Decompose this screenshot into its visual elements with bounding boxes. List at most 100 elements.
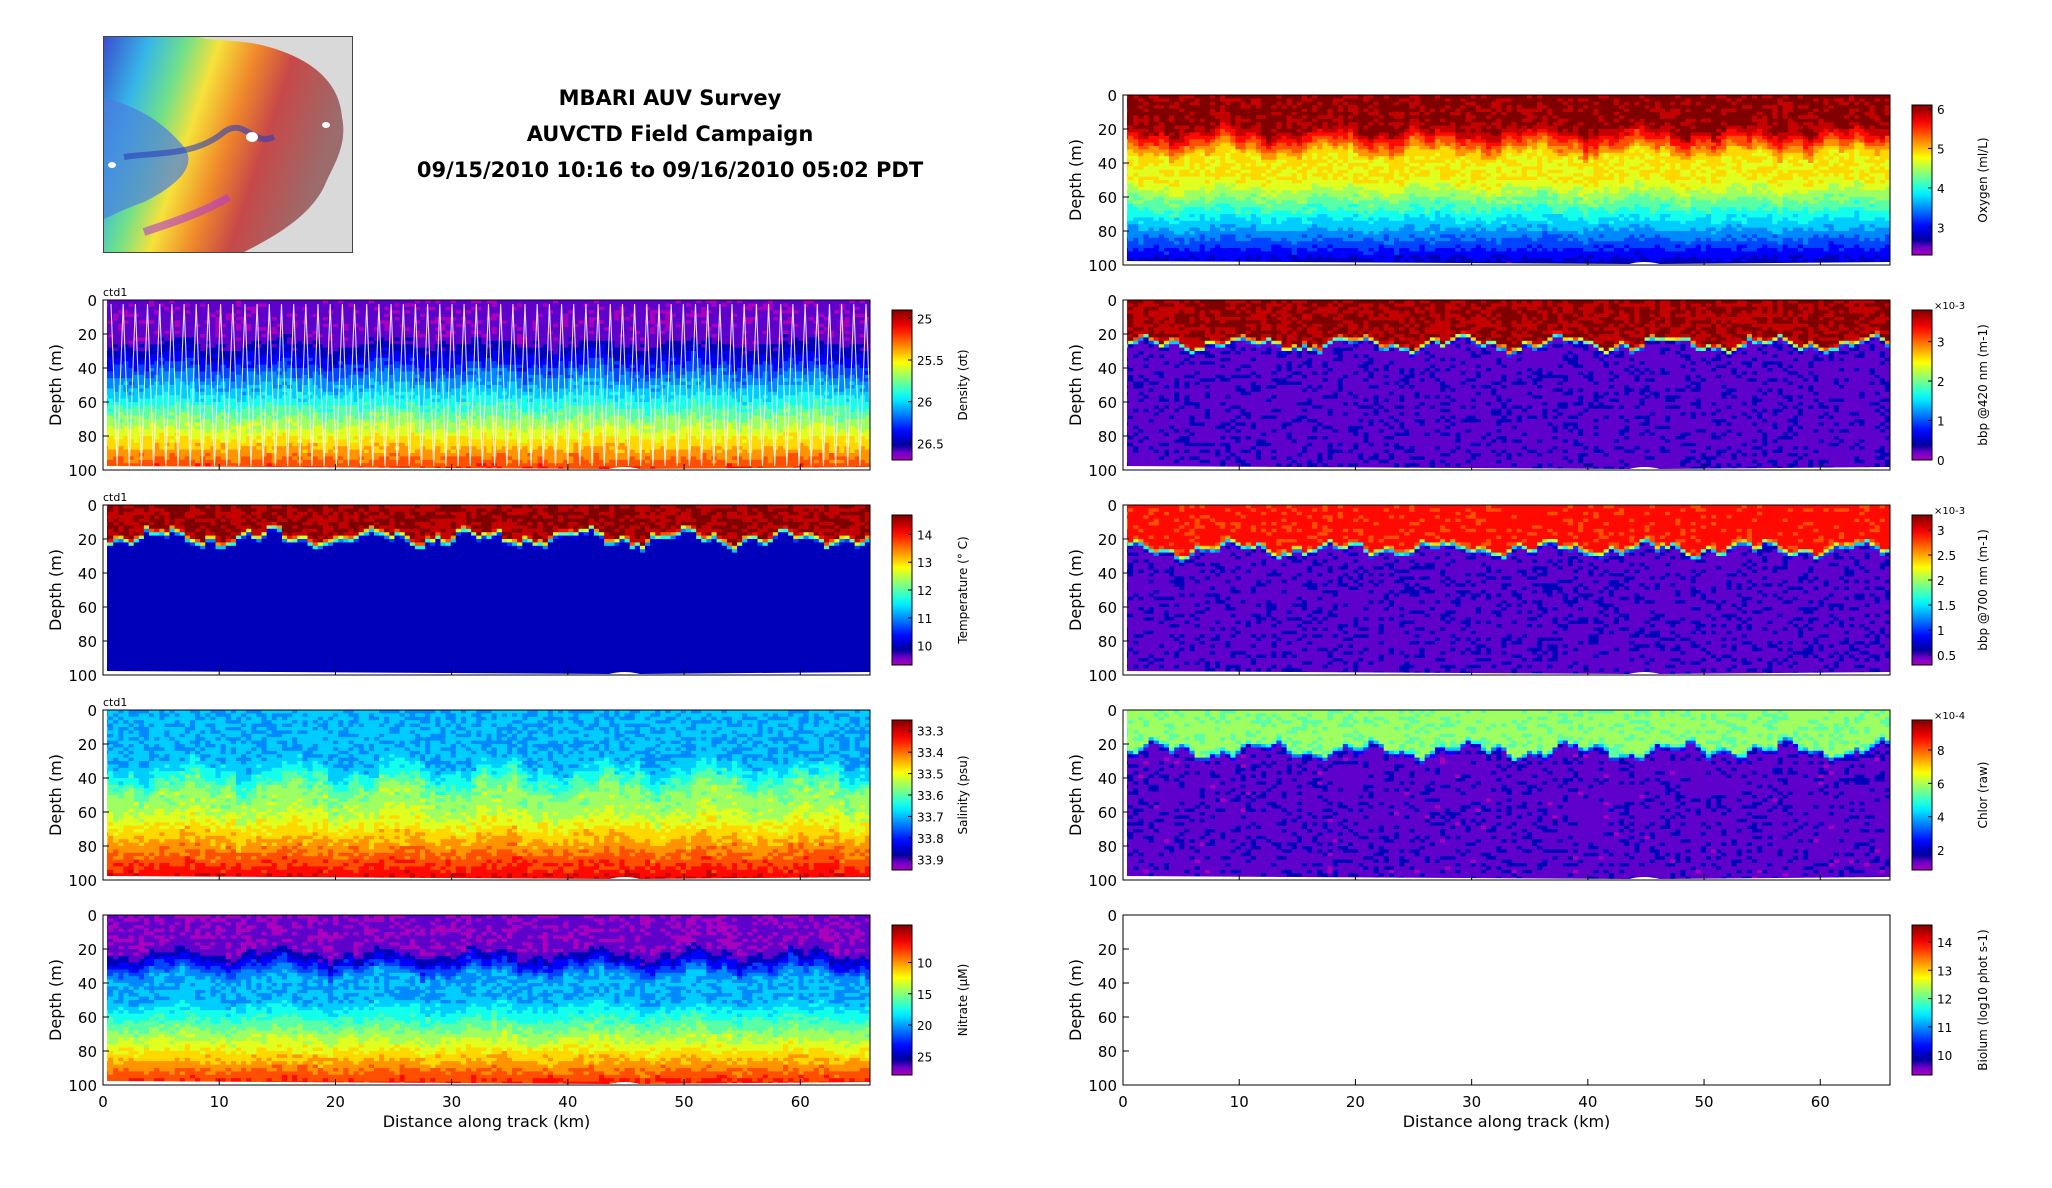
y-axis-label: Depth (m) xyxy=(46,959,65,1041)
y-tick-label: 20 xyxy=(78,531,97,549)
colorbar-tick-label: 33.5 xyxy=(917,768,944,782)
colorbar-tick-label: 33.7 xyxy=(917,810,944,824)
colorbar-label: Temperature (° C) xyxy=(956,536,970,644)
colorbar-tick-label: 14 xyxy=(917,528,932,542)
y-tick-label: 40 xyxy=(1098,565,1117,583)
colorbar-tick-label: 26 xyxy=(917,396,932,410)
y-tick-label: 80 xyxy=(78,838,97,856)
y-tick-label: 60 xyxy=(1098,394,1117,412)
y-tick-label: 40 xyxy=(1098,975,1117,993)
colorbar-tick-label: 10 xyxy=(917,640,932,654)
colorbar-tick-label: 4 xyxy=(1937,811,1945,825)
field-temperature xyxy=(103,505,871,676)
y-axis-label: Depth (m) xyxy=(1066,754,1085,836)
colorbar-tick-label: 5 xyxy=(1937,142,1945,156)
colorbar-tick-label: 1 xyxy=(1937,415,1945,429)
y-tick-label: 40 xyxy=(1098,155,1117,173)
colorbar-scale-label: ×10-3 xyxy=(1934,506,1965,517)
y-tick-label: 60 xyxy=(1098,1009,1117,1027)
y-tick-label: 40 xyxy=(1098,770,1117,788)
y-tick-label: 0 xyxy=(1107,907,1117,925)
y-tick-label: 20 xyxy=(1098,531,1117,549)
x-axis-label: Distance along track (km) xyxy=(1403,1112,1611,1131)
colorbar-label: Biolum (log10 phot s-1) xyxy=(1976,929,1990,1070)
left-edge-mask xyxy=(103,300,107,470)
y-tick-label: 100 xyxy=(1088,1077,1117,1095)
x-tick-label: 40 xyxy=(1578,1093,1597,1111)
colorbar-tick-label: 25 xyxy=(917,312,932,326)
colorbar-tick-label: 33.6 xyxy=(917,789,944,803)
colorbar-label: Chlor (raw) xyxy=(1976,762,1990,829)
colorbar-tick-label: 15 xyxy=(917,988,932,1002)
left-edge-mask xyxy=(103,710,107,880)
x-tick-label: 50 xyxy=(675,1093,694,1111)
y-tick-label: 20 xyxy=(78,326,97,344)
y-axis-label: Depth (m) xyxy=(1066,549,1085,631)
colorbar-label: bbp @700 nm (m-1) xyxy=(1976,529,1990,651)
colorbar-tick-label: 20 xyxy=(917,1019,932,1033)
field-chlor xyxy=(1123,710,1891,881)
x-tick-label: 10 xyxy=(210,1093,229,1111)
left-edge-mask xyxy=(1123,300,1127,470)
y-tick-label: 60 xyxy=(78,1009,97,1027)
y-tick-label: 100 xyxy=(1088,257,1117,275)
colorbar-tick-label: 33.4 xyxy=(917,746,944,760)
x-tick-label: 50 xyxy=(1695,1093,1714,1111)
y-axis-label: Depth (m) xyxy=(1066,139,1085,221)
colorbar-label: Oxygen (ml/L) xyxy=(1976,137,1990,222)
y-tick-label: 40 xyxy=(78,565,97,583)
colorbar-tick-label: 2 xyxy=(1937,375,1945,389)
y-tick-label: 80 xyxy=(78,633,97,651)
left-edge-mask xyxy=(1123,95,1127,265)
y-tick-label: 0 xyxy=(1107,87,1117,105)
field-nitrate xyxy=(103,915,871,1086)
y-tick-label: 60 xyxy=(1098,189,1117,207)
y-tick-label: 80 xyxy=(1098,838,1117,856)
colorbar-tick-label: 1 xyxy=(1937,624,1945,638)
x-tick-label: 10 xyxy=(1230,1093,1249,1111)
colorbar-tick-label: 6 xyxy=(1937,103,1945,117)
colorbar-tick-label: 12 xyxy=(917,584,932,598)
y-tick-label: 40 xyxy=(78,360,97,378)
left-edge-mask xyxy=(1123,505,1127,675)
colorbar-label: Density (σt) xyxy=(956,349,970,420)
y-axis-label: Depth (m) xyxy=(1066,959,1085,1041)
y-tick-label: 100 xyxy=(68,872,97,890)
field-salinity xyxy=(103,710,871,881)
colorbar-tick-label: 12 xyxy=(1937,993,1952,1007)
y-tick-label: 80 xyxy=(78,1043,97,1061)
y-tick-label: 40 xyxy=(78,770,97,788)
y-tick-label: 80 xyxy=(78,428,97,446)
colorbar-tick-label: 2 xyxy=(1937,574,1945,588)
colorbar-tick-label: 0.5 xyxy=(1937,649,1956,663)
y-tick-label: 80 xyxy=(1098,428,1117,446)
x-tick-label: 0 xyxy=(1118,1093,1128,1111)
field-bbp700 xyxy=(1123,505,1891,676)
y-tick-label: 100 xyxy=(1088,462,1117,480)
colorbar-tick-label: 3 xyxy=(1937,221,1945,235)
y-axis-label: Depth (m) xyxy=(46,754,65,836)
y-tick-label: 20 xyxy=(78,941,97,959)
y-tick-label: 100 xyxy=(1088,667,1117,685)
colorbar-tick-label: 13 xyxy=(917,556,932,570)
colorbar-tick-label: 26.5 xyxy=(917,437,944,451)
colorbar-tick-label: 14 xyxy=(1937,936,1952,950)
y-axis-label: Depth (m) xyxy=(1066,344,1085,426)
x-tick-label: 60 xyxy=(1811,1093,1830,1111)
x-tick-label: 20 xyxy=(326,1093,345,1111)
y-tick-label: 60 xyxy=(1098,804,1117,822)
colorbar-tick-label: 10 xyxy=(917,957,932,971)
colorbar-tick-label: 25.5 xyxy=(917,354,944,368)
y-tick-label: 80 xyxy=(1098,1043,1117,1061)
x-tick-label: 30 xyxy=(442,1093,461,1111)
x-tick-label: 0 xyxy=(98,1093,108,1111)
colorbar-tick-label: 33.8 xyxy=(917,832,944,846)
y-tick-label: 20 xyxy=(1098,326,1117,344)
